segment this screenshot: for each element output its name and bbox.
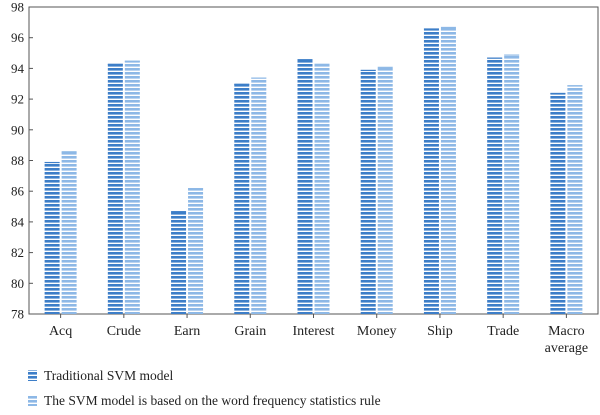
bars xyxy=(44,26,583,315)
bar-traditional-svm-1 xyxy=(107,63,123,314)
legend-swatch-2 xyxy=(28,395,37,406)
legend-label-1: Traditional SVM model xyxy=(44,368,174,383)
bar-svm-word-frequency-5 xyxy=(377,66,393,315)
bar-traditional-svm-2 xyxy=(171,211,187,314)
category-label: Ship xyxy=(427,324,453,339)
y-tick-label: 92 xyxy=(11,92,24,107)
category-label: Crude xyxy=(107,324,141,339)
category-label: Macro xyxy=(548,324,585,339)
bar-svm-word-frequency-1 xyxy=(124,60,140,314)
bar-traditional-svm-5 xyxy=(360,69,376,314)
category-label: average xyxy=(545,341,589,356)
bar-svm-word-frequency-2 xyxy=(188,188,204,314)
bar-svm-word-frequency-8 xyxy=(567,85,583,314)
category-label: Grain xyxy=(234,324,266,339)
category-label: Trade xyxy=(487,324,519,339)
bar-svm-word-frequency-4 xyxy=(314,63,330,314)
legend-label-2: The SVM model is based on the word frequ… xyxy=(44,393,381,408)
y-tick-label: 84 xyxy=(11,214,25,229)
legend-swatch-1 xyxy=(28,370,37,381)
y-tick-label: 90 xyxy=(11,122,24,137)
y-tick-label: 96 xyxy=(11,30,25,45)
legend: Traditional SVM model The SVM model is ba… xyxy=(28,368,381,408)
y-tick-label: 80 xyxy=(11,276,24,291)
bar-svm-word-frequency-3 xyxy=(251,77,267,314)
category-label: Interest xyxy=(293,324,335,339)
bar-svm-word-frequency-7 xyxy=(504,54,520,315)
bar-traditional-svm-4 xyxy=(297,59,313,314)
category-label: Acq xyxy=(49,324,72,339)
y-tick-label: 98 xyxy=(11,0,24,15)
bar-traditional-svm-0 xyxy=(44,162,60,314)
y-tick-label: 94 xyxy=(11,61,25,76)
bar-svm-word-frequency-0 xyxy=(61,151,77,314)
category-label: Money xyxy=(357,324,397,339)
category-label: Earn xyxy=(174,324,200,339)
bar-traditional-svm-8 xyxy=(550,92,566,315)
bar-svm-word-frequency-6 xyxy=(440,26,456,315)
y-tick-label: 86 xyxy=(11,184,25,199)
bar-traditional-svm-7 xyxy=(487,57,503,314)
y-tick-label: 82 xyxy=(11,245,24,260)
bar-traditional-svm-3 xyxy=(234,83,250,314)
y-tick-label: 88 xyxy=(11,153,24,168)
bar-traditional-svm-6 xyxy=(423,28,439,315)
y-tick-label: 78 xyxy=(11,307,24,322)
y-axis: 78 80 82 84 86 88 90 92 94 96 98 xyxy=(11,0,33,322)
x-axis: Acq Crude Earn Grain Interest Money Ship Trade M… xyxy=(49,314,588,356)
